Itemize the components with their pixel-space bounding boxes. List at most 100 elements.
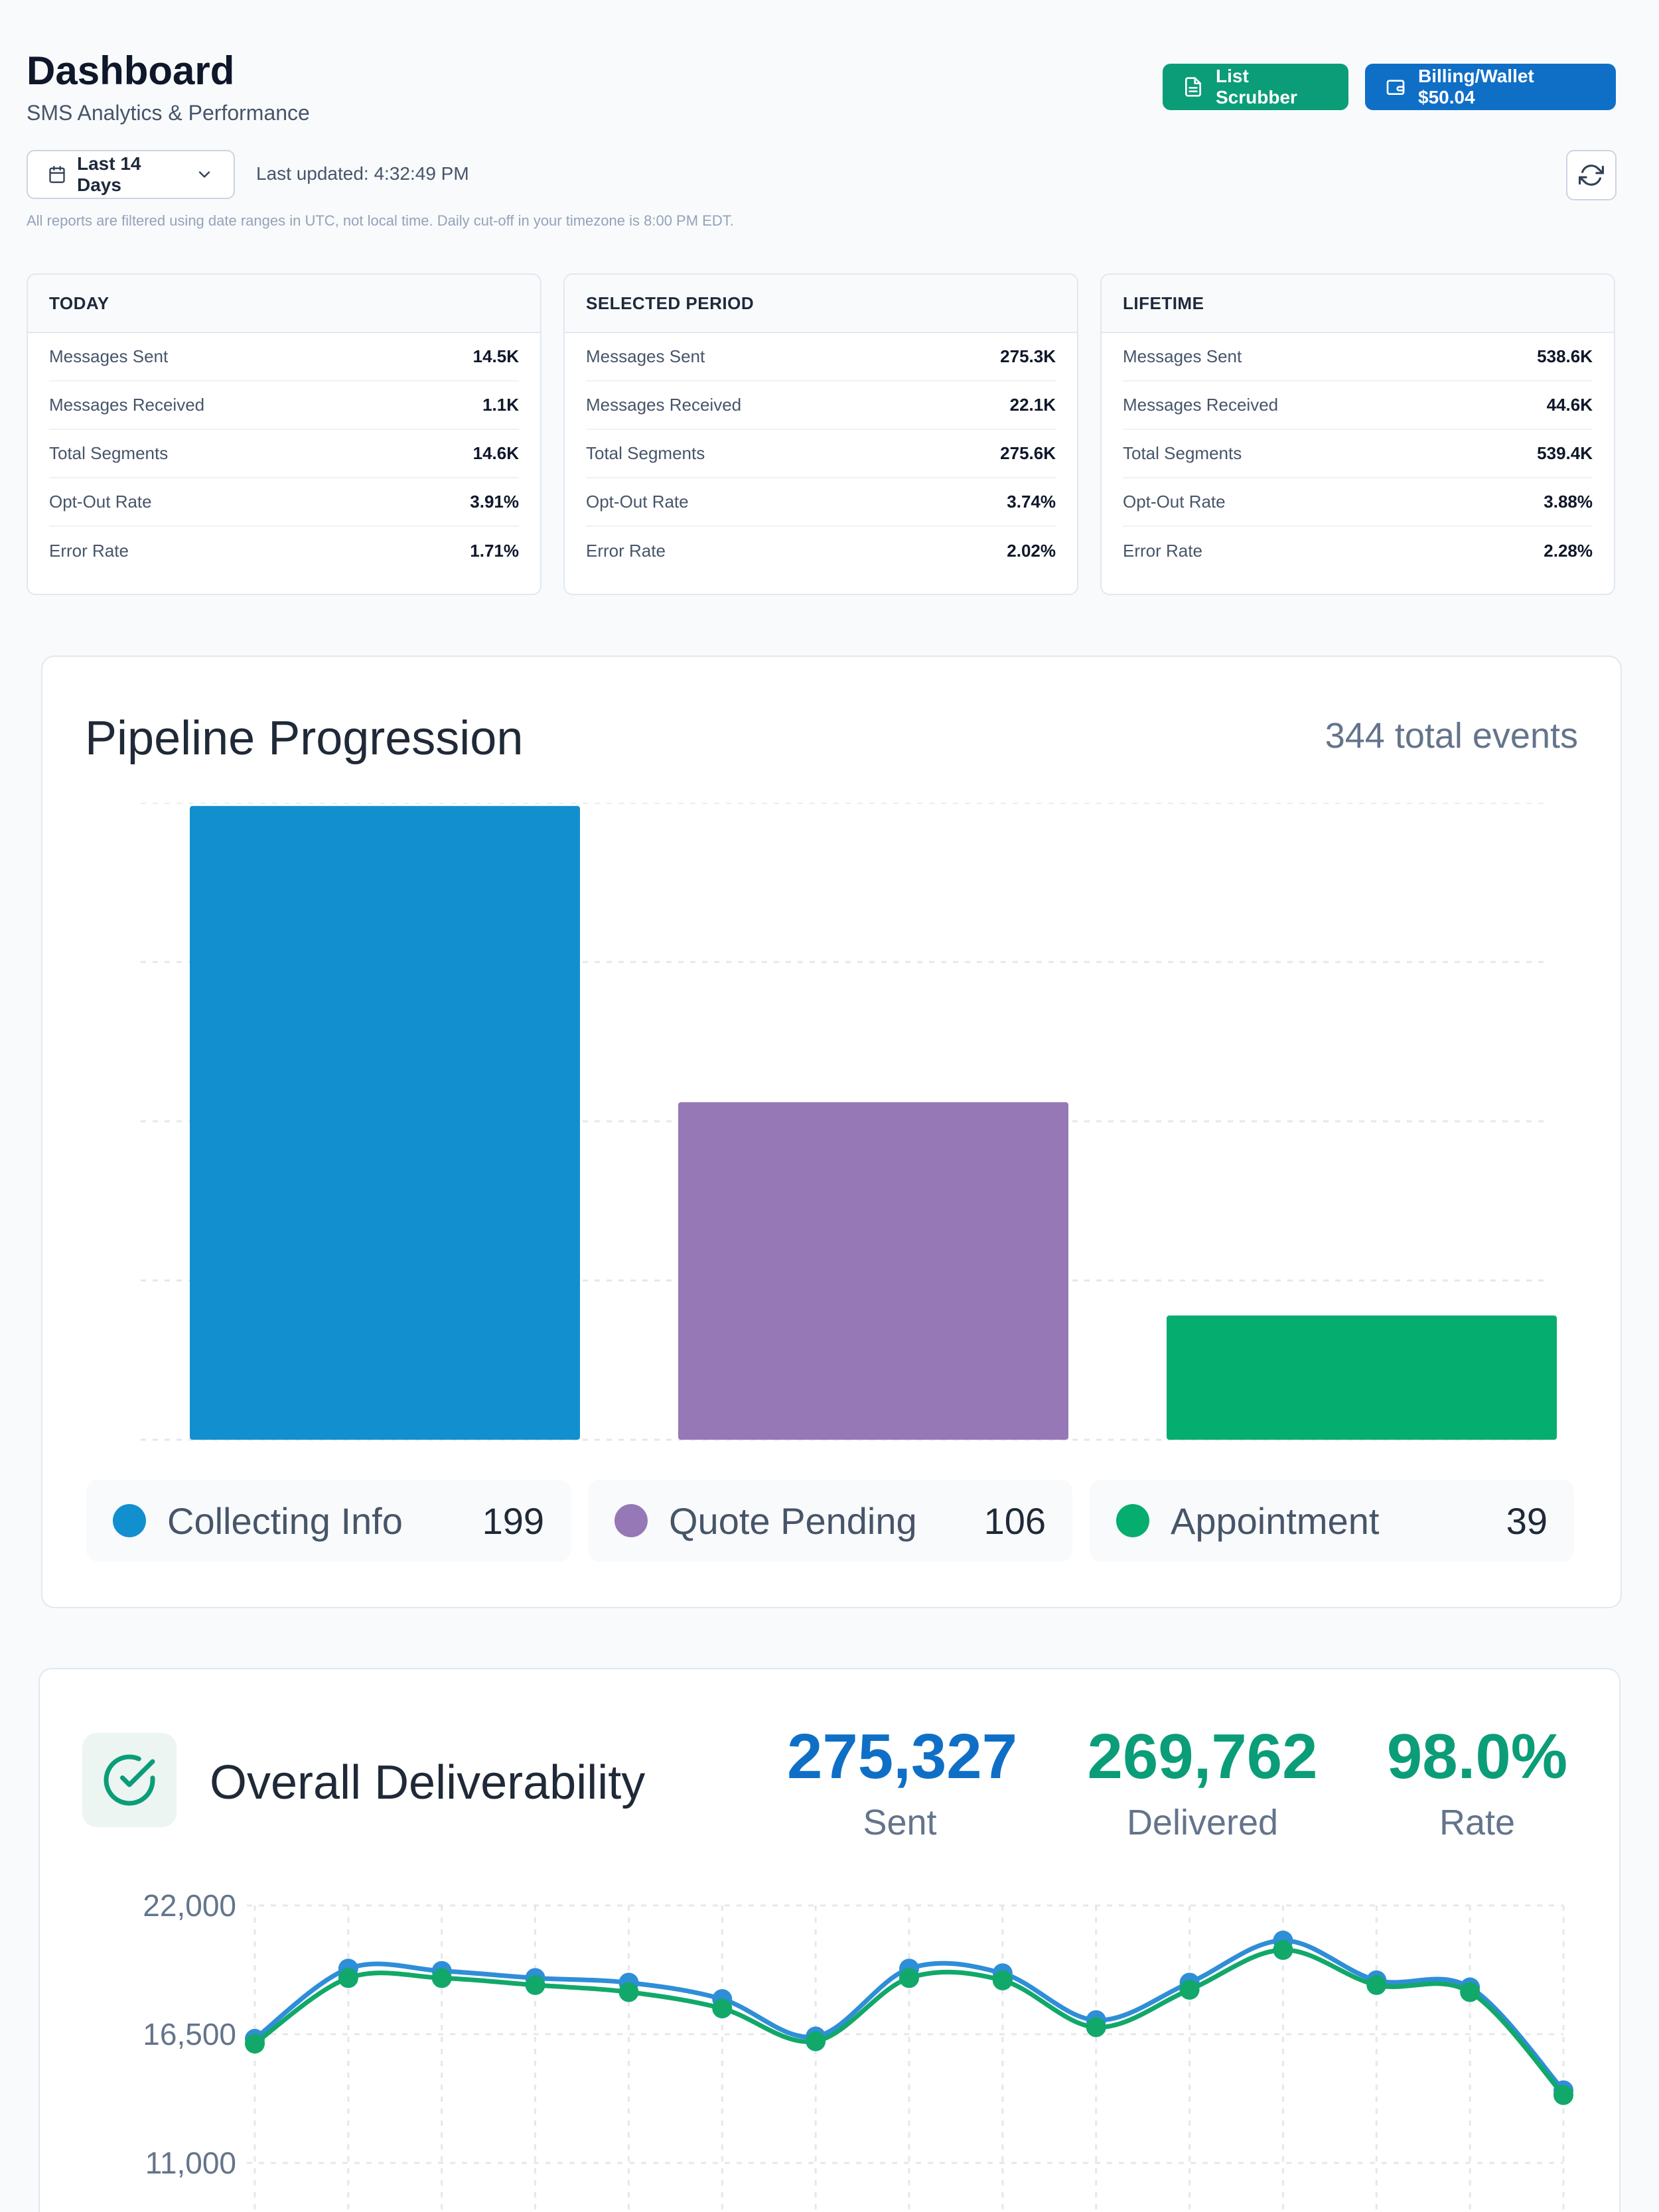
stat-row: Total Segments 275.6K (586, 430, 1056, 478)
refresh-icon (1579, 165, 1604, 186)
stat-label: Error Rate (1123, 541, 1202, 561)
point-delivered[interactable] (1553, 2085, 1573, 2105)
y-tick-label: 16,500 (143, 2017, 236, 2051)
calendar-icon (49, 166, 65, 183)
point-delivered[interactable] (618, 1982, 639, 2002)
legend-count: 106 (983, 1499, 1046, 1542)
stat-label: Opt-Out Rate (1123, 492, 1226, 512)
date-range-select[interactable]: Last 14 Days (27, 150, 235, 199)
bar-appointment[interactable] (1167, 1315, 1557, 1440)
point-delivered[interactable] (1273, 1940, 1293, 1961)
stat-row: Messages Sent 538.6K (1123, 333, 1593, 381)
stat-value: 14.5K (472, 346, 519, 366)
bar-quote-pending[interactable] (678, 1102, 1068, 1440)
stat-value: 3.91% (470, 492, 519, 512)
pipeline-panel: Pipeline Progression 344 total events Co… (41, 656, 1622, 1608)
point-delivered[interactable] (1086, 2017, 1106, 2038)
stat-row: Total Segments 539.4K (1123, 430, 1593, 478)
stat-label: Messages Received (586, 395, 742, 415)
stat-value: 44.6K (1546, 395, 1593, 415)
list-scrubber-button[interactable]: List Scrubber (1163, 64, 1348, 110)
stat-row: Messages Sent 14.5K (49, 333, 519, 381)
legend-dot (113, 1504, 146, 1537)
stat-value: 275.6K (1000, 443, 1056, 463)
point-delivered[interactable] (338, 1968, 358, 1988)
billing-wallet-label: Billing/Wallet $50.04 (1418, 66, 1534, 107)
wallet-icon (1386, 80, 1405, 95)
rate-label: Rate (1439, 1803, 1516, 1842)
delivered-label: Delivered (1126, 1803, 1279, 1842)
card-title: LIFETIME (1102, 275, 1614, 333)
stat-label: Messages Received (49, 395, 205, 415)
stat-row: Opt-Out Rate 3.91% (49, 478, 519, 527)
stat-value: 3.74% (1007, 492, 1056, 512)
pipeline-total: 344 total events (1325, 716, 1578, 756)
stat-row: Messages Received 1.1K (49, 381, 519, 430)
legend-item-appointment: Appointment 39 (1090, 1480, 1574, 1562)
stat-row: Error Rate 1.71% (49, 527, 519, 575)
point-delivered[interactable] (1179, 1979, 1200, 2000)
pipeline-title: Pipeline Progression (85, 712, 524, 765)
stat-row: Total Segments 14.6K (49, 430, 519, 478)
stat-value: 538.6K (1537, 346, 1593, 366)
stat-label: Messages Received (1123, 395, 1279, 415)
rate-value: 98.0% (1386, 1721, 1568, 1792)
point-delivered[interactable] (1366, 1974, 1387, 1995)
utc-notice: All reports are filtered using date rang… (27, 212, 734, 229)
stat-label: Total Segments (586, 443, 705, 463)
stat-label: Messages Sent (1123, 346, 1242, 366)
stat-label: Error Rate (586, 541, 666, 561)
point-delivered[interactable] (712, 1998, 733, 2019)
card-title: TODAY (28, 275, 540, 333)
stat-label: Total Segments (1123, 443, 1242, 463)
stat-label: Opt-Out Rate (49, 492, 152, 512)
stat-row: Opt-Out Rate 3.88% (1123, 478, 1593, 527)
stat-value: 2.02% (1007, 541, 1056, 561)
page-subtitle: SMS Analytics & Performance (27, 101, 310, 125)
check-circle-icon (82, 1733, 177, 1827)
last-updated: Last updated: 4:32:49 PM (256, 163, 469, 184)
stat-value: 275.3K (1000, 346, 1056, 366)
y-tick-label: 22,000 (143, 1888, 236, 1923)
stat-value: 1.71% (470, 541, 519, 561)
stat-card-today: TODAY Messages Sent 14.5K Messages Receiv… (27, 273, 541, 595)
legend-dot (614, 1504, 648, 1537)
point-delivered[interactable] (245, 2034, 265, 2054)
point-delivered[interactable] (806, 2031, 826, 2051)
point-delivered[interactable] (899, 1968, 919, 1988)
billing-wallet-button[interactable]: Billing/Wallet $50.04 (1365, 64, 1616, 110)
metric-rate: 98.0% Rate (1378, 1725, 1577, 1843)
list-scrubber-label: List Scrubber (1216, 66, 1297, 107)
stat-row: Messages Received 22.1K (586, 381, 1056, 430)
document-icon (1185, 77, 1201, 97)
stat-card-lifetime: LIFETIME Messages Sent 538.6K Messages Re… (1100, 273, 1615, 595)
legend-dot (1116, 1504, 1149, 1537)
stat-row: Opt-Out Rate 3.74% (586, 478, 1056, 527)
deliverability-line-chart: 22,000 16,500 11,000 (143, 1888, 1573, 2212)
stat-value: 3.88% (1544, 492, 1593, 512)
point-delivered[interactable] (992, 1970, 1013, 1990)
bar-collecting-info[interactable] (190, 805, 580, 1440)
stat-value: 539.4K (1537, 443, 1593, 463)
point-delivered[interactable] (525, 1974, 545, 1995)
legend-label: Collecting Info (167, 1499, 403, 1542)
stat-label: Opt-Out Rate (586, 492, 689, 512)
stat-value: 14.6K (472, 443, 519, 463)
point-delivered[interactable] (1460, 1982, 1480, 2002)
refresh-button[interactable] (1566, 150, 1617, 200)
page-title: Dashboard (27, 48, 235, 93)
stat-row: Messages Received 44.6K (1123, 381, 1593, 430)
stat-label: Messages Sent (49, 346, 169, 366)
stat-row: Error Rate 2.28% (1123, 527, 1593, 575)
metric-delivered: 269,762 Delivered (1083, 1725, 1322, 1843)
stat-value: 1.1K (482, 395, 519, 415)
point-delivered[interactable] (431, 1968, 452, 1988)
delivered-value: 269,762 (1087, 1721, 1318, 1792)
legend-label: Quote Pending (669, 1499, 917, 1542)
sent-label: Sent (863, 1803, 937, 1842)
metric-sent: 275,327 Sent (787, 1725, 1017, 1843)
deliverability-title: Overall Deliverability (210, 1756, 646, 1809)
legend-count: 199 (482, 1499, 544, 1542)
stat-label: Error Rate (49, 541, 129, 561)
stat-value: 2.28% (1544, 541, 1593, 561)
